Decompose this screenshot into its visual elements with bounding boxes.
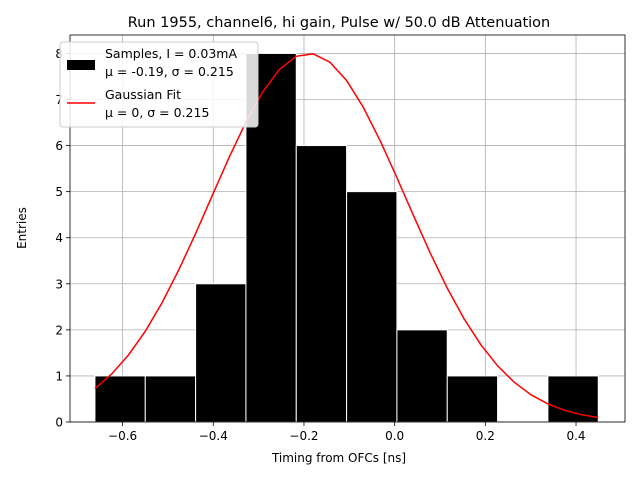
chart-title: Run 1955, channel6, hi gain, Pulse w/ 50… bbox=[128, 15, 551, 31]
legend-histogram-swatch bbox=[67, 60, 95, 70]
gaussian-fit-line bbox=[94, 53, 599, 419]
plot-frame bbox=[69, 34, 626, 423]
legend-fit-label: Gaussian Fit bbox=[105, 87, 181, 102]
histogram-bar bbox=[295, 145, 348, 423]
y-tick-label: 2 bbox=[55, 323, 63, 337]
histogram-bar bbox=[446, 375, 499, 423]
y-tick-label: 1 bbox=[55, 369, 63, 383]
histogram-bar bbox=[144, 375, 197, 423]
histogram-bar bbox=[547, 375, 599, 423]
x-tick-label: −0.6 bbox=[108, 429, 137, 443]
x-tick-label: 0.0 bbox=[385, 429, 404, 443]
legend-histogram-label: Samples, I = 0.03mA bbox=[105, 46, 237, 61]
histogram-bar bbox=[396, 329, 448, 423]
legend-box bbox=[59, 41, 259, 128]
histogram-bar bbox=[94, 375, 146, 423]
x-tick-label: 0.4 bbox=[566, 429, 585, 443]
y-tick-label: 7 bbox=[55, 93, 63, 107]
histogram-bar bbox=[346, 191, 398, 423]
y-tick-label: 5 bbox=[55, 185, 63, 199]
y-tick-label: 8 bbox=[55, 47, 63, 61]
x-tick-label: −0.2 bbox=[289, 429, 318, 443]
x-tick-label: −0.4 bbox=[199, 429, 228, 443]
y-tick-label: 0 bbox=[55, 416, 63, 430]
x-tick-label: 0.2 bbox=[476, 429, 495, 443]
grid bbox=[70, 35, 625, 423]
y-axis-label: Entries bbox=[15, 207, 29, 249]
y-tick-label: 3 bbox=[55, 277, 63, 291]
y-tick-label: 4 bbox=[55, 231, 63, 245]
legend-histogram-stats: μ = -0.19, σ = 0.215 bbox=[105, 64, 234, 79]
legend: Samples, I = 0.03mA μ = -0.19, σ = 0.215… bbox=[59, 41, 259, 128]
x-axis-ticks: −0.6 −0.4 −0.2 0.0 0.2 0.4 bbox=[108, 422, 586, 443]
histogram-bars bbox=[94, 52, 599, 423]
legend-fit-stats: μ = 0, σ = 0.215 bbox=[105, 105, 209, 120]
y-tick-label: 6 bbox=[55, 139, 63, 153]
x-axis-label: Timing from OFCs [ns] bbox=[271, 451, 406, 465]
y-axis-ticks: 0 1 2 3 4 5 6 7 8 bbox=[55, 47, 70, 430]
histogram-bar bbox=[195, 283, 247, 423]
